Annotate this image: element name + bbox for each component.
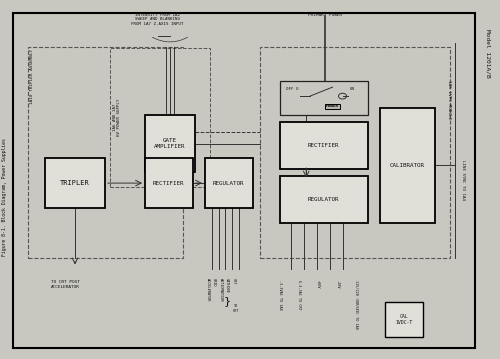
Text: RECTIFIER: RECTIFIER bbox=[308, 143, 340, 148]
Text: TRIPLER: TRIPLER bbox=[60, 180, 90, 186]
Bar bbox=[45, 158, 105, 208]
Text: INTENSITY FROM 1A2
SWEEP AND BLANKING
FROM 1A7 Z-AXIS INPUT: INTENSITY FROM 1A2 SWEEP AND BLANKING FR… bbox=[131, 13, 184, 26]
Text: ASTIGMATISM: ASTIGMATISM bbox=[218, 278, 222, 302]
Text: 1A10 TRIPLER ASSEMBLY: 1A10 TRIPLER ASSEMBLY bbox=[30, 48, 34, 104]
Bar bbox=[110, 48, 210, 187]
Text: 1A6 AND 1A7
HV POWER SUPPLY: 1A6 AND 1A7 HV POWER SUPPLY bbox=[112, 99, 121, 136]
Text: CATHODE: CATHODE bbox=[225, 278, 229, 293]
Text: -3.3VAC TO 1A8: -3.3VAC TO 1A8 bbox=[278, 280, 282, 310]
Text: REGULATOR: REGULATOR bbox=[308, 197, 340, 202]
Bar bbox=[145, 115, 195, 172]
Text: CRT: CRT bbox=[232, 278, 235, 285]
Text: +20V: +20V bbox=[316, 280, 320, 289]
Text: 115/220 (UNUSED) TO 1A8: 115/220 (UNUSED) TO 1A8 bbox=[354, 280, 358, 329]
Bar bbox=[205, 158, 252, 208]
Bar bbox=[280, 122, 368, 169]
Text: 6-3.3AC TO CRT: 6-3.3AC TO CRT bbox=[297, 280, 301, 310]
Bar bbox=[145, 158, 192, 208]
Bar bbox=[280, 81, 368, 115]
Text: 1A5 LVPS MODULE: 1A5 LVPS MODULE bbox=[448, 80, 452, 119]
Bar bbox=[380, 108, 435, 223]
Text: GRID: GRID bbox=[212, 278, 216, 287]
Text: LINE SYNC TO 1A4: LINE SYNC TO 1A4 bbox=[460, 159, 464, 200]
Text: REGULATOR: REGULATOR bbox=[213, 181, 244, 186]
Bar bbox=[260, 47, 450, 258]
Text: TO CRT POST
ACCELERATOR: TO CRT POST ACCELERATOR bbox=[50, 280, 80, 289]
Text: POWER: POWER bbox=[326, 104, 339, 108]
Bar bbox=[385, 302, 422, 337]
Text: }: } bbox=[224, 297, 231, 307]
Text: OFF O: OFF O bbox=[286, 87, 299, 91]
Text: CALIBRATOR: CALIBRATOR bbox=[390, 163, 425, 168]
Text: RECTIFIER: RECTIFIER bbox=[153, 181, 184, 186]
Text: PRIMARY POWER: PRIMARY POWER bbox=[308, 13, 342, 17]
Text: ACCELERATOR: ACCELERATOR bbox=[206, 278, 210, 302]
Bar bbox=[28, 47, 182, 258]
Text: TO
CRT: TO CRT bbox=[232, 304, 239, 313]
Text: Model 1201A/B: Model 1201A/B bbox=[485, 29, 490, 78]
Text: ON: ON bbox=[350, 87, 355, 91]
Text: GATE
AMPLIFIER: GATE AMPLIFIER bbox=[154, 138, 186, 149]
Text: Figure 8-1. Block Diagram, Power Supplies: Figure 8-1. Block Diagram, Power Supplie… bbox=[2, 139, 7, 256]
Bar bbox=[280, 176, 368, 223]
Text: CAL
1VDC-T: CAL 1VDC-T bbox=[395, 314, 412, 325]
Text: -20V: -20V bbox=[335, 280, 339, 289]
